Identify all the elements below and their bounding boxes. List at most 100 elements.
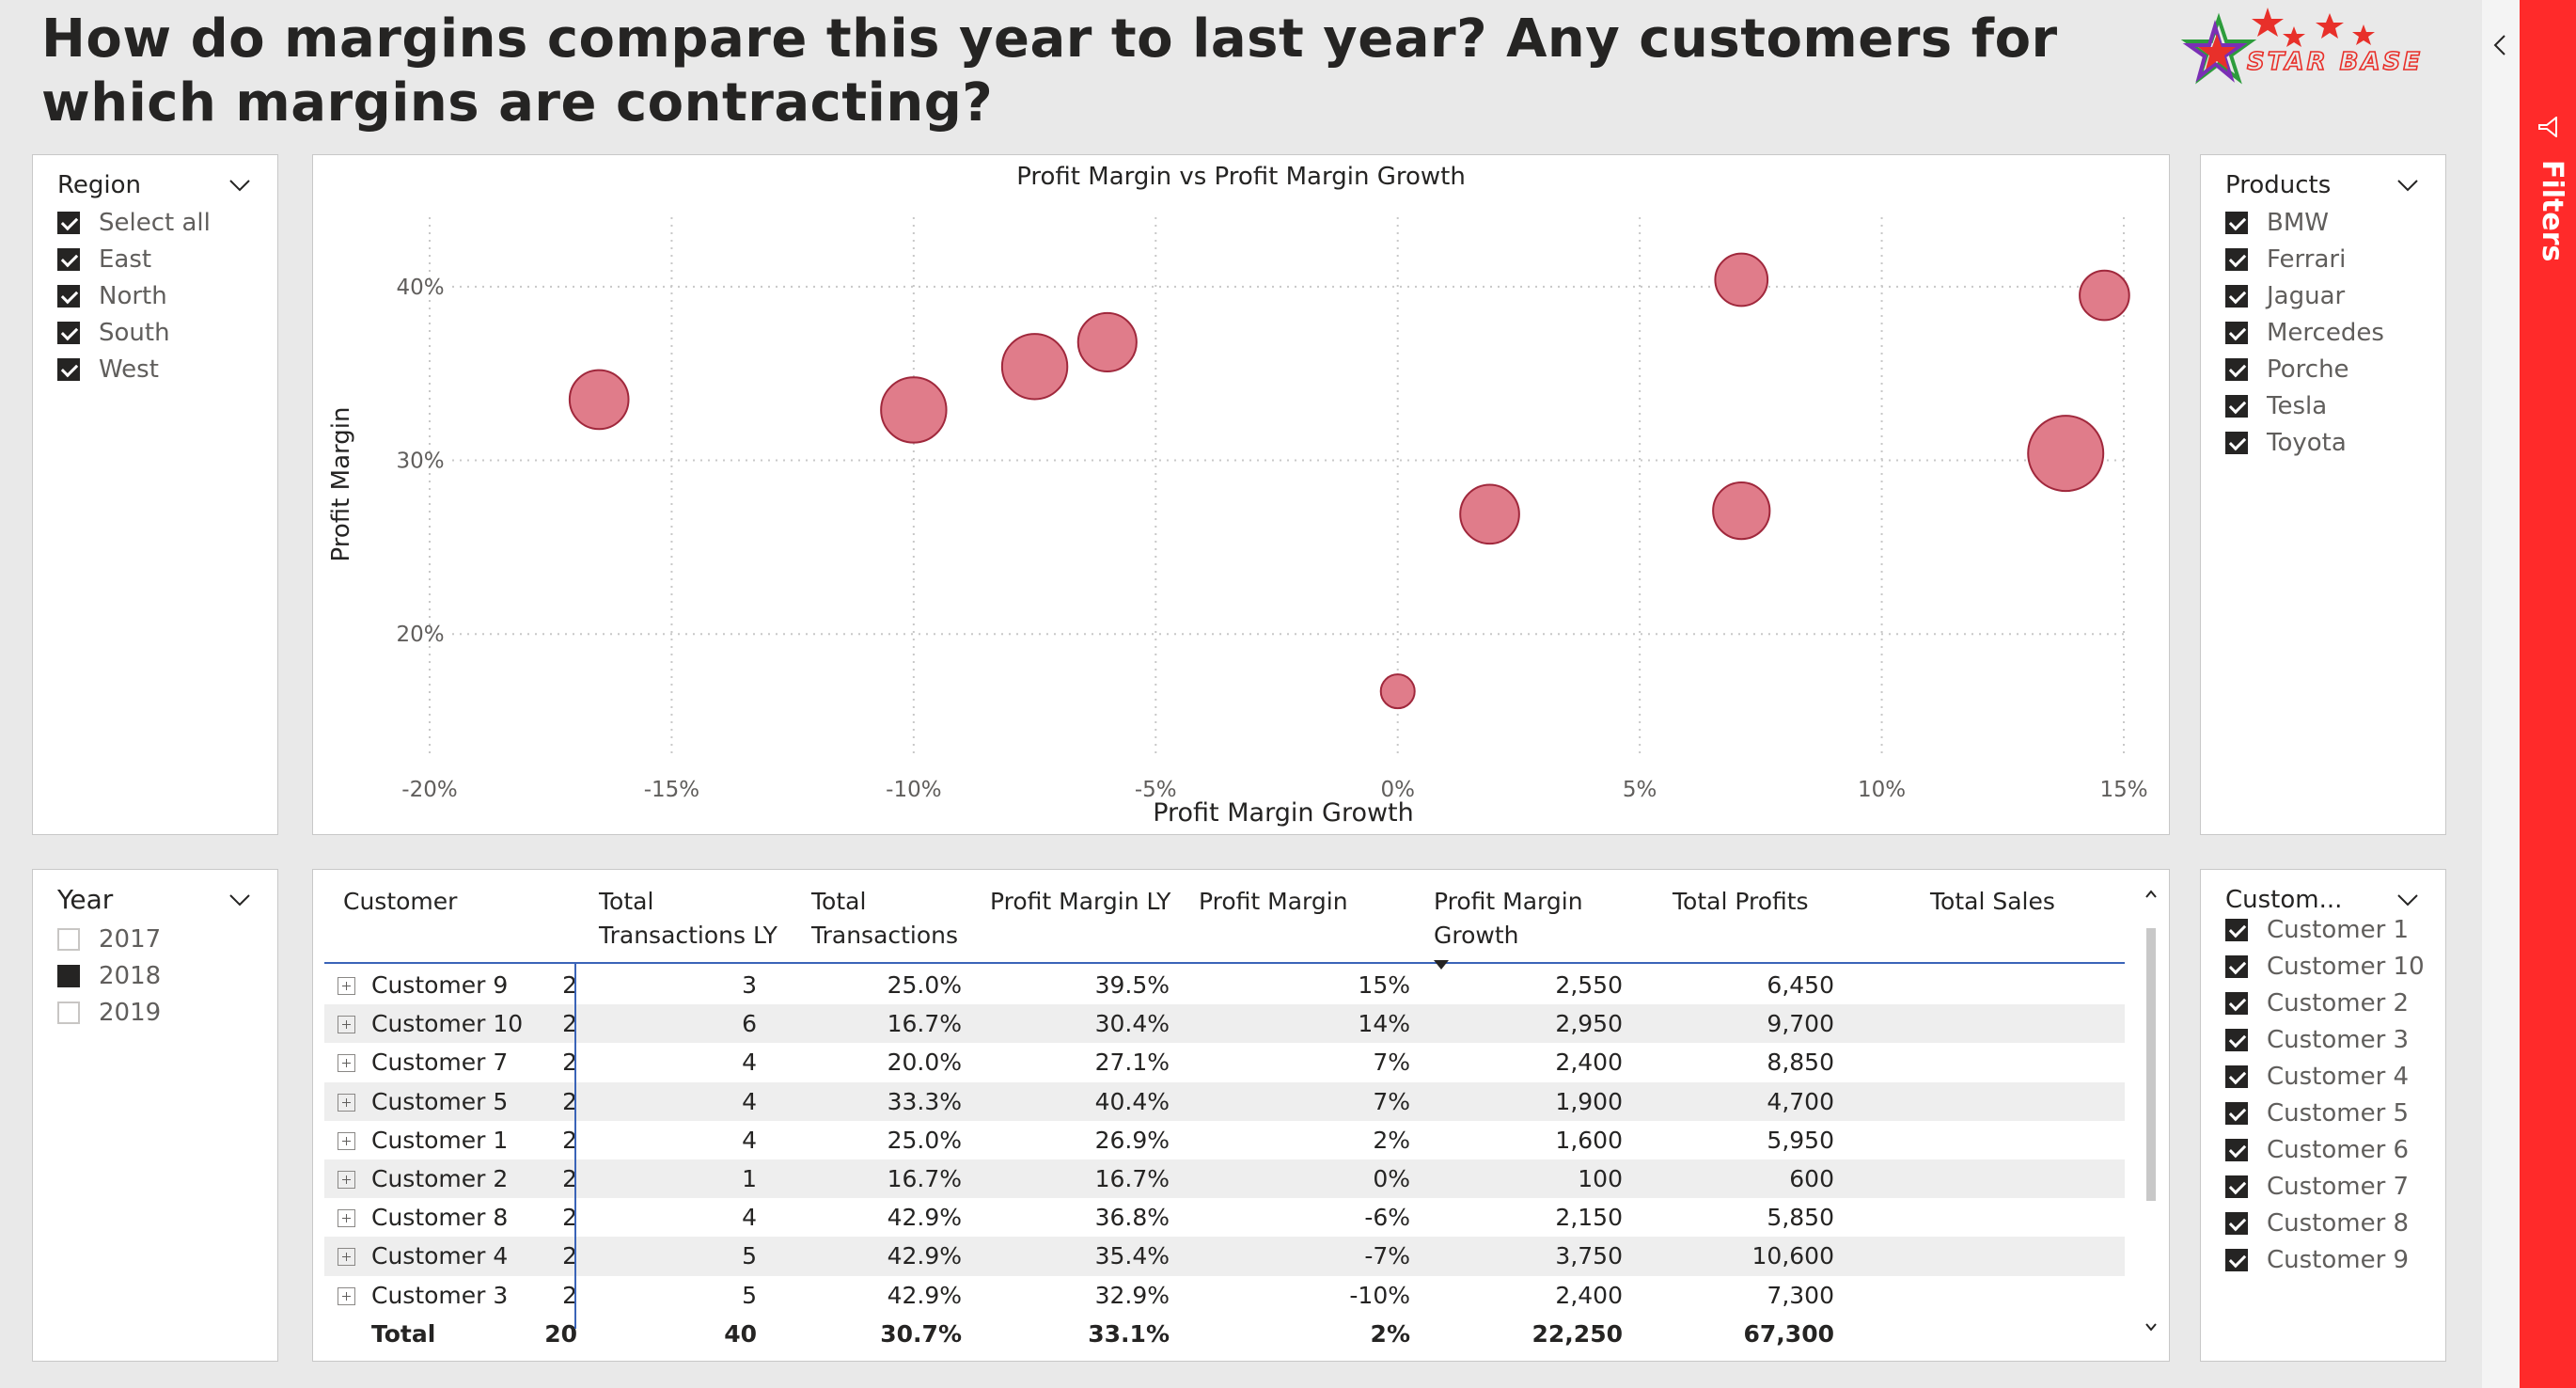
checkbox-icon[interactable] <box>57 321 80 344</box>
checkbox-icon[interactable] <box>57 247 80 271</box>
expand-icon[interactable] <box>338 1093 355 1112</box>
customer-slicer-item[interactable]: Customer 3 <box>2225 1021 2436 1058</box>
checkbox-icon[interactable] <box>2225 1065 2248 1088</box>
chevron-down-icon[interactable] <box>228 176 251 195</box>
year-item-2018[interactable]: 2018 <box>57 957 268 994</box>
checkbox-icon[interactable] <box>2225 1028 2248 1051</box>
customer-slicer-item[interactable]: Customer 5 <box>2225 1095 2436 1131</box>
checkbox-icon[interactable] <box>57 211 80 234</box>
checkbox-icon[interactable] <box>2225 991 2248 1015</box>
product-item-toyota[interactable]: Toyota <box>2225 424 2436 461</box>
column-header-total-profits[interactable]: Total Profits <box>1673 888 1809 915</box>
checkbox-icon[interactable] <box>2225 431 2248 454</box>
customer-slicer-item[interactable]: Customer 2 <box>2225 985 2436 1021</box>
table-row[interactable]: Customer 4 2 5 42.9% 35.4% -7% 3,750 10,600 <box>324 1237 2125 1276</box>
scroll-thumb[interactable] <box>2146 928 2156 1201</box>
table-row[interactable]: Customer 7 2 4 20.0% 27.1% 7% 2,400 8,850 <box>324 1043 2125 1081</box>
expand-icon[interactable] <box>338 1248 355 1267</box>
year-item-2019[interactable]: 2019 <box>57 994 268 1031</box>
checkbox-icon[interactable] <box>57 927 80 951</box>
customer-slicer-item[interactable]: Customer 8 <box>2225 1205 2436 1241</box>
region-item-north[interactable]: North <box>57 277 268 314</box>
expand-icon[interactable] <box>338 977 355 995</box>
product-item-porche[interactable]: Porche <box>2225 351 2436 387</box>
table-row[interactable]: Customer 8 2 4 42.9% 36.8% -6% 2,150 5,850 <box>324 1198 2125 1237</box>
product-item-ferrari[interactable]: Ferrari <box>2225 241 2436 277</box>
chevron-down-icon[interactable] <box>2396 891 2419 909</box>
expand-icon[interactable] <box>338 1054 355 1073</box>
scroll-down-icon[interactable] <box>2144 1321 2158 1333</box>
table-row[interactable]: Customer 9 2 3 25.0% 39.5% 15% 2,550 6,450 <box>324 966 2125 1004</box>
scatter-bubble[interactable] <box>1379 673 1416 710</box>
product-item-mercedes[interactable]: Mercedes <box>2225 314 2436 351</box>
region-item-south[interactable]: South <box>57 314 268 351</box>
scatter-bubble[interactable] <box>568 369 630 431</box>
column-header-profit-margin-ly[interactable]: Profit Margin LY <box>990 888 1171 915</box>
expand-icon[interactable] <box>338 1209 355 1228</box>
table-row[interactable]: Customer 3 2 5 42.9% 32.9% -10% 2,400 7,300 <box>324 1276 2125 1315</box>
filters-label[interactable]: Filters <box>2536 160 2568 262</box>
expand-icon[interactable] <box>338 1131 355 1150</box>
customer-slicer-item[interactable]: Customer 4 <box>2225 1058 2436 1095</box>
column-header-total-transactions[interactable]: Total Transactions <box>811 888 959 949</box>
year-slicer-header[interactable]: Year <box>57 881 257 919</box>
checkbox-icon[interactable] <box>2225 394 2248 418</box>
customer-slicer-item[interactable]: Customer 1 <box>2225 911 2436 948</box>
products-slicer-header[interactable]: Products <box>2225 166 2425 204</box>
region-item-east[interactable]: East <box>57 241 268 277</box>
region-item-select-all[interactable]: Select all <box>57 204 268 241</box>
region-item-west[interactable]: West <box>57 351 268 387</box>
table-row[interactable]: Customer 10 2 6 16.7% 30.4% 14% 2,950 9,700 <box>324 1004 2125 1044</box>
filter-icon[interactable] <box>2537 117 2559 137</box>
table-row[interactable]: Customer 1 2 4 25.0% 26.9% 2% 1,600 5,950 <box>324 1121 2125 1159</box>
scatter-bubble[interactable] <box>1076 311 1138 373</box>
checkbox-icon[interactable] <box>2225 918 2248 941</box>
scatter-bubble[interactable] <box>1712 481 1771 541</box>
table-row[interactable]: Customer 2 2 1 16.7% 16.7% 0% 100 600 <box>324 1159 2125 1199</box>
scatter-bubble[interactable] <box>2027 415 2105 493</box>
checkbox-icon[interactable] <box>2225 1138 2248 1161</box>
expand-icon[interactable] <box>338 1170 355 1189</box>
checkbox-icon[interactable] <box>2225 1248 2248 1271</box>
region-slicer-header[interactable]: Region <box>57 166 257 204</box>
filters-pane[interactable]: Filters <box>2520 0 2576 1388</box>
customer-slicer-header[interactable]: Custom... <box>2225 881 2425 919</box>
checkbox-icon[interactable] <box>2225 211 2248 234</box>
customer-slicer-item[interactable]: Customer 7 <box>2225 1168 2436 1205</box>
scroll-up-icon[interactable] <box>2144 889 2158 900</box>
column-header-customer[interactable]: Customer <box>343 888 458 915</box>
customer-slicer-item[interactable]: Customer 6 <box>2225 1131 2436 1168</box>
scatter-bubble[interactable] <box>1459 483 1520 545</box>
table-row[interactable]: Customer 5 2 4 33.3% 40.4% 7% 1,900 4,700 <box>324 1081 2125 1121</box>
column-header-total-sales[interactable]: Total Sales <box>1930 888 2055 915</box>
checkbox-icon[interactable] <box>57 357 80 381</box>
checkbox-icon[interactable] <box>57 964 80 987</box>
checkbox-icon[interactable] <box>2225 284 2248 308</box>
checkbox-icon[interactable] <box>2225 321 2248 344</box>
product-item-tesla[interactable]: Tesla <box>2225 387 2436 424</box>
column-header-total-transactions-ly[interactable]: Total Transactions LY <box>599 888 778 949</box>
table-scrollbar[interactable] <box>2143 889 2160 1332</box>
product-item-bmw[interactable]: BMW <box>2225 204 2436 241</box>
chevron-down-icon[interactable] <box>2396 176 2419 195</box>
column-header-profit-margin-growth[interactable]: Profit Margin Growth <box>1434 888 1583 949</box>
year-item-2017[interactable]: 2017 <box>57 921 268 957</box>
chevron-left-icon[interactable] <box>2491 34 2510 56</box>
checkbox-icon[interactable] <box>2225 1101 2248 1125</box>
customer-slicer-item[interactable]: Customer 9 <box>2225 1241 2436 1278</box>
checkbox-icon[interactable] <box>2225 357 2248 381</box>
checkbox-icon[interactable] <box>57 1001 80 1024</box>
scatter-bubble[interactable] <box>2079 269 2130 322</box>
checkbox-icon[interactable] <box>2225 1175 2248 1198</box>
scatter-bubble[interactable] <box>880 376 948 444</box>
expand-icon[interactable] <box>338 1286 355 1305</box>
customer-slicer-item[interactable]: Customer 10 <box>2225 948 2436 985</box>
checkbox-icon[interactable] <box>2225 1211 2248 1235</box>
checkbox-icon[interactable] <box>2225 954 2248 978</box>
scatter-bubble[interactable] <box>1714 252 1769 308</box>
column-header-profit-margin[interactable]: Profit Margin <box>1199 888 1348 915</box>
checkbox-icon[interactable] <box>2225 247 2248 271</box>
checkbox-icon[interactable] <box>57 284 80 308</box>
scatter-bubble[interactable] <box>1000 333 1069 401</box>
product-item-jaguar[interactable]: Jaguar <box>2225 277 2436 314</box>
